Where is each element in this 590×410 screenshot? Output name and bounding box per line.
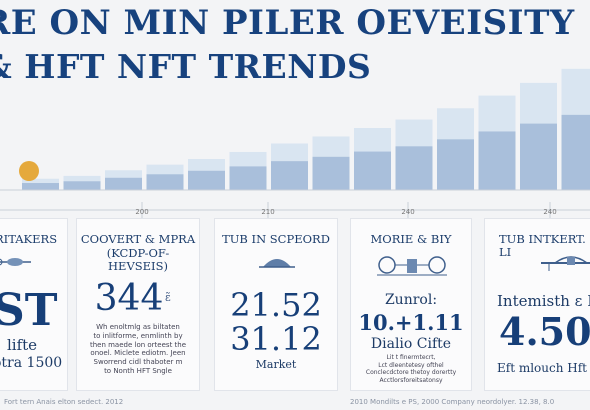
bar-12-lower [478,131,516,190]
page-title-line-2: & HFT NFT TRENDS [0,47,372,86]
bar-4-lower [146,174,184,190]
card-3-value-2: 31.12 [230,320,322,358]
bar-8-lower [312,156,350,190]
card-3-sub: Market [255,358,297,371]
card-5-sub: Eft mlouch Hft Ru [497,361,590,375]
card-2-description: Wh enoltmlg as biltaten to inlitforme, e… [89,323,187,375]
bar-9-lower [354,151,391,190]
card-5-sub-top: Intemisth ɛ In [497,292,590,310]
card-4-heading: MORIE & BIY [370,232,452,246]
network-icon [377,256,447,276]
bar-6-lower [229,166,267,190]
bar-11-lower [437,139,474,190]
highlight-marker [19,161,39,181]
footer-left: Fort tern Anais elton sedect. 2012 [4,398,124,406]
bar-10-lower [395,146,433,190]
card-3-value-1: 21.52 [230,286,322,324]
dome-icon [259,259,295,268]
bar-7-lower [271,161,308,190]
bar-14-lower [561,114,590,190]
x-tick-label: 240 [401,208,414,216]
card-4-sub: Dialio Cifte [370,336,452,352]
card-5-heading: TUB INTKERT. LI [499,232,586,260]
card-1-sub-2: otra 1500 [0,355,63,371]
footer-right: 2010 Mondilts e PS, 2000 Company neordol… [350,398,555,406]
bridge-icon [541,256,590,271]
card-4-description: Lit t finermtecrt, Lct dleentetesy ofthe… [365,354,457,384]
card-5-value: 4.50 [499,309,590,354]
card-4: MORIE & BIY Zunrol: 10.+1.11 Dialio Cift… [350,218,472,391]
x-tick-label: 240 [543,208,556,216]
card-1-heading: RITAKERS [0,232,58,246]
card-2: COOVERT & MPRA (KCDP-OF- HEVSEIS) 344 ɛ̃… [76,218,200,391]
page-title-line-1: RE ON MIN PILER OEVEISITY [0,3,575,43]
card-1: RITAKERS ST lifte otra 1500 [0,218,68,391]
stats-cards: RITAKERS ST lifte otra 1500 COOVERT & MP… [0,218,590,393]
card-3: TUB IN SCPEORD 21.52 31.12 Market [214,218,338,391]
card-1-value: ST [0,285,58,336]
bar-2-lower [63,181,101,190]
card-2-unit: ɛ̃ [165,291,171,304]
card-2-heading: COOVERT & MPRA [80,232,196,246]
card-4-sub-top: Zunrol: [384,292,438,308]
x-tick-label: 210 [261,208,274,216]
card-2-heading-2: (KCDP-OF- HEVSEIS) [106,246,170,274]
bar-chart: 200 210 240 240 [0,68,590,220]
card-1-sub: lifte [7,336,38,354]
bar-5-lower [188,170,225,190]
card-3-heading: TUB IN SCPEORD [222,232,330,246]
bar-3-lower [105,177,142,190]
card-4-value: 10.+1.11 [358,310,464,335]
card-5: TUB INTKERT. LI Intemisth ɛ In 4.50 Eft … [484,218,590,391]
x-tick-label: 200 [135,208,148,216]
bar-1-lower [22,183,59,190]
drone-icon [0,258,31,266]
bar-13-lower [520,123,557,190]
card-2-value: 344 [94,278,164,319]
